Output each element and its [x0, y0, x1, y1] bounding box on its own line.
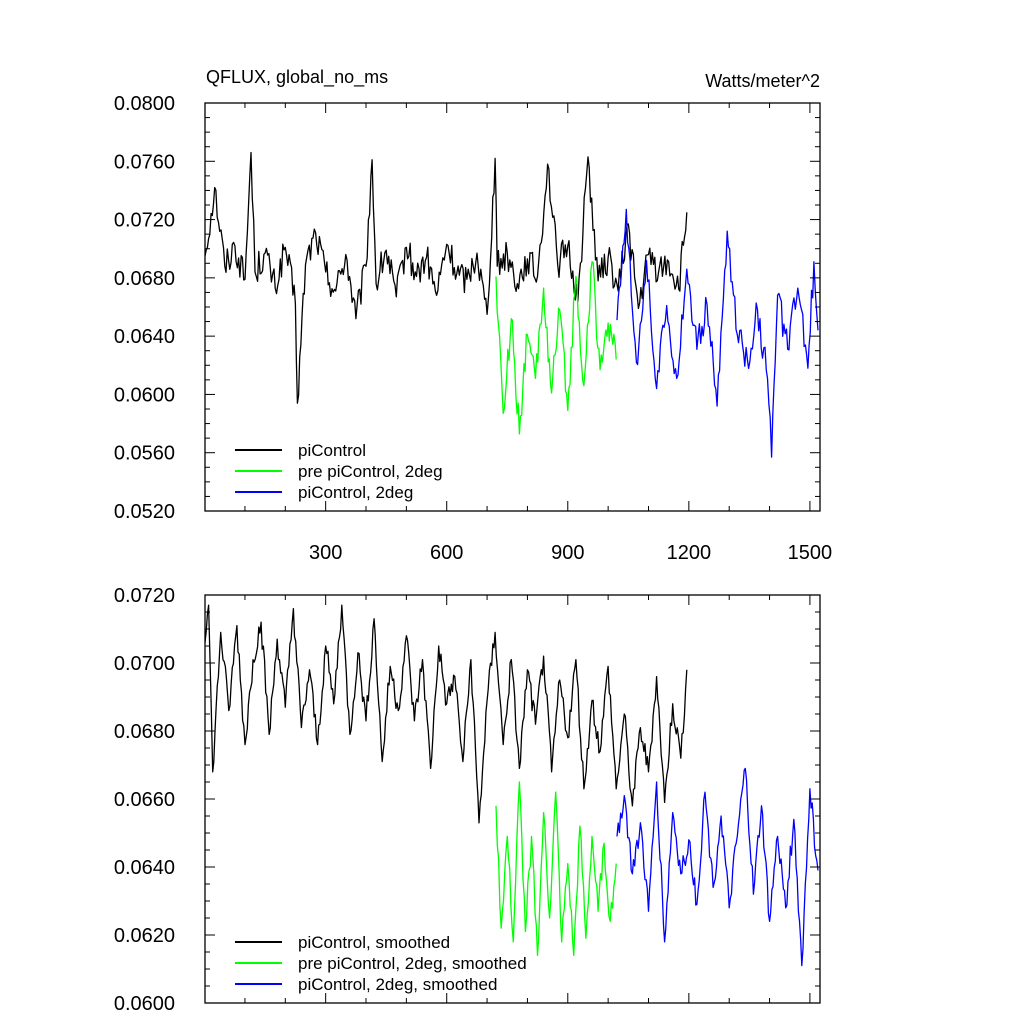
y-tick-label: 0.0520	[114, 501, 175, 523]
y-tick-label: 0.0600	[114, 993, 175, 1015]
y-tick-label: 0.0640	[114, 857, 175, 879]
x-axis	[244, 595, 811, 1003]
series-line-picontrol-2deg	[616, 208, 819, 458]
units-label: Watts/meter^2	[705, 71, 820, 91]
y-tick-label: 0.0720	[114, 585, 175, 607]
y-tick-label: 0.0720	[114, 210, 175, 232]
chart-title: QFLUX, global_no_ms	[206, 67, 388, 88]
series-line-picontrol-2deg-smoothed	[616, 767, 819, 967]
legend-label-pre-picontrol-2deg: pre piControl, 2deg	[298, 462, 443, 481]
x-axis: 300 600 900 1200 1500	[244, 103, 833, 564]
legend-label-picontrol-2deg-smoothed: piControl, 2deg, smoothed	[298, 975, 497, 994]
legend-label-picontrol: piControl	[298, 441, 366, 460]
legend-label-picontrol-smoothed: piControl, smoothed	[298, 933, 450, 952]
y-tick-label: 0.0600	[114, 384, 175, 406]
plot-area	[204, 151, 819, 458]
plot-area	[204, 604, 819, 967]
x-tick-label: 900	[551, 542, 584, 564]
y-tick-label: 0.0760	[114, 151, 175, 173]
y-tick-label: 0.0560	[114, 443, 175, 465]
y-tick-label: 0.0680	[114, 721, 175, 743]
legend: piControl, smoothed pre piControl, 2deg,…	[235, 933, 527, 994]
y-axis: 0.0600 0.0620 0.0640 0.0660 0.0680 0.0700 0.07…	[114, 585, 820, 1015]
y-tick-label: 0.0800	[114, 93, 175, 115]
legend: piControl pre piControl, 2deg piControl,…	[235, 441, 443, 502]
series-line-pre-picontrol-2deg-smoothed	[495, 781, 617, 957]
y-tick-label: 0.0620	[114, 925, 175, 947]
x-tick-label: 1500	[788, 542, 833, 564]
series-line-picontrol-smoothed	[204, 604, 688, 824]
series-line-picontrol	[204, 151, 688, 404]
y-tick-label: 0.0680	[114, 268, 175, 290]
y-tick-label: 0.0640	[114, 326, 175, 348]
x-tick-label: 1200	[667, 542, 712, 564]
y-tick-label: 0.0660	[114, 789, 175, 811]
series-line-pre-picontrol-2deg	[495, 261, 617, 435]
y-axis: 0.0520 0.0560 0.0600 0.0640 0.0680 0.0720 0.07…	[114, 93, 820, 523]
y-tick-label: 0.0700	[114, 653, 175, 675]
chart-top: QFLUX, global_no_ms Watts/meter^2 300 600…	[114, 67, 832, 564]
legend-label-picontrol-2deg: piControl, 2deg	[298, 483, 413, 502]
x-tick-label: 300	[309, 542, 342, 564]
legend-label-pre-picontrol-2deg-smoothed: pre piControl, 2deg, smoothed	[298, 954, 527, 973]
x-tick-label: 600	[430, 542, 463, 564]
chart-bottom: 0.0600 0.0620 0.0640 0.0660 0.0680 0.0700 0.07…	[114, 585, 821, 1015]
